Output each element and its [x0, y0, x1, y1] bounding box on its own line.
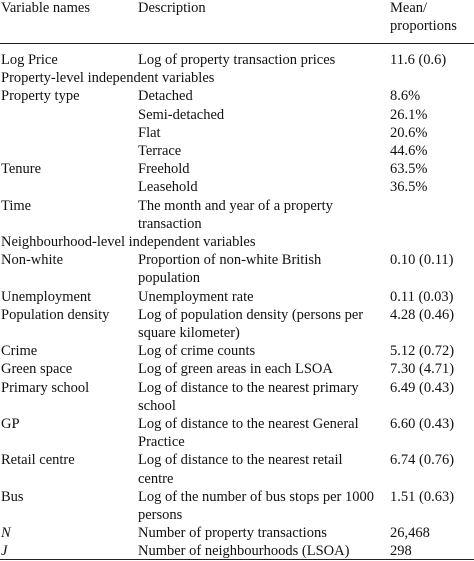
value: 20.6% [390, 124, 428, 141]
value: 6.49 (0.43) [390, 379, 455, 396]
value: 298 [390, 543, 412, 560]
variable-name: N [1, 525, 11, 542]
description: Number of neighbourhoods (LSOA) [138, 543, 350, 560]
variable-name: Log Price [1, 52, 58, 68]
variable-name: J [1, 543, 8, 560]
value: 7.30 (4.71) [390, 361, 455, 378]
description: Proportion of non-white British [138, 252, 322, 269]
header-cell: Variable names [1, 0, 90, 16]
value: 0.10 (0.11) [390, 252, 454, 269]
variable-name: GP [1, 416, 20, 432]
header-rule [0, 43, 474, 44]
value: 4.28 (0.46) [390, 306, 455, 323]
variable-name: Retail centre [1, 452, 75, 469]
description: Log of population density (persons per [138, 306, 364, 323]
header-cell: Description [138, 0, 206, 16]
description: Freehold [138, 161, 190, 178]
value: 8.6% [390, 88, 421, 105]
value: 26.1% [390, 106, 428, 123]
description: Log of distance to the nearest primary [138, 379, 359, 396]
variable-name: Property type [1, 88, 80, 105]
description: Log of green areas in each LSOA [138, 361, 333, 378]
variable-name: Bus [1, 488, 24, 505]
description: Semi-detached [138, 106, 225, 123]
description: Log of property transaction prices [138, 52, 336, 68]
value: 6.60 (0.43) [390, 416, 455, 432]
description: persons [138, 507, 183, 523]
description: centre [138, 470, 174, 487]
variable-name: Primary school [1, 379, 90, 396]
description: Log of the number of bus stops per 1000 [138, 488, 374, 505]
header-cell: Mean/ [390, 0, 428, 16]
value: 36.5% [390, 179, 428, 196]
value: 63.5% [390, 161, 428, 178]
value: 5.12 (0.72) [390, 343, 455, 360]
description: The month and year of a property [138, 197, 333, 214]
description: Leasehold [138, 179, 198, 196]
description: Log of crime counts [138, 343, 256, 360]
variable-name: Tenure [1, 161, 42, 178]
value: 26,468 [390, 525, 430, 542]
variable-name: Population density [1, 306, 110, 323]
bottom-rule [0, 559, 474, 560]
description: Log of distance to the nearest retail [138, 452, 343, 469]
description: Unemployment rate [138, 288, 254, 305]
variable-name: Green space [1, 361, 73, 378]
value: 11.6 (0.6) [390, 52, 447, 68]
description: Log of distance to the nearest General [138, 416, 359, 432]
variable-name: Time [1, 197, 32, 214]
variable-name: Crime [1, 343, 38, 360]
header-cell: proportions [390, 18, 457, 35]
description: school [138, 397, 176, 414]
variable-name: Non-white [1, 252, 64, 269]
description: Number of property transactions [138, 525, 327, 542]
section-label: Property-level independent variables [1, 70, 215, 87]
description: square kilometer) [138, 325, 240, 341]
value: 44.6% [390, 143, 428, 159]
description: population [138, 270, 201, 287]
description: Practice [138, 434, 185, 451]
value: 0.11 (0.03) [390, 288, 454, 305]
value: 6.74 (0.76) [390, 452, 455, 469]
value: 1.51 (0.63) [390, 488, 455, 505]
description: Detached [138, 88, 193, 105]
description: Terrace [138, 143, 182, 159]
description: transaction [138, 215, 202, 232]
description: Flat [138, 124, 161, 141]
variable-name: Unemployment [1, 288, 92, 305]
section-label: Neighbourhood-level independent variable… [1, 234, 256, 250]
